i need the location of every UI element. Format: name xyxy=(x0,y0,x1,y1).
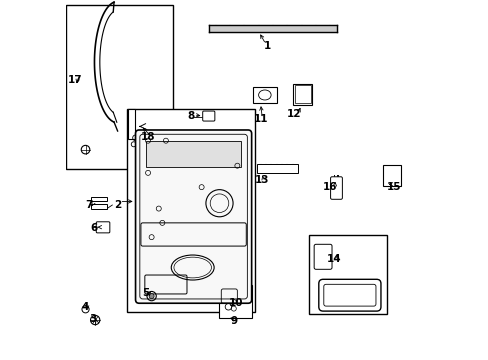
Text: 14: 14 xyxy=(326,253,341,264)
Bar xyxy=(146,141,241,167)
Text: 12: 12 xyxy=(286,109,301,119)
FancyBboxPatch shape xyxy=(135,130,251,303)
FancyBboxPatch shape xyxy=(382,165,400,186)
Text: 7: 7 xyxy=(85,200,93,210)
Text: 4: 4 xyxy=(81,302,89,312)
Bar xyxy=(219,285,251,318)
Bar xyxy=(66,5,173,169)
Text: 15: 15 xyxy=(386,182,401,192)
Bar xyxy=(292,84,312,105)
Text: 8: 8 xyxy=(187,111,194,121)
Text: 17: 17 xyxy=(67,75,82,85)
Text: 1: 1 xyxy=(264,41,271,51)
Text: 11: 11 xyxy=(253,114,267,124)
Bar xyxy=(91,204,107,208)
FancyBboxPatch shape xyxy=(203,111,214,121)
Text: 6: 6 xyxy=(91,223,98,233)
Text: 13: 13 xyxy=(255,175,269,185)
FancyBboxPatch shape xyxy=(96,222,110,233)
Bar xyxy=(253,87,276,103)
Text: 16: 16 xyxy=(322,182,337,192)
Text: 18: 18 xyxy=(141,132,155,142)
Bar xyxy=(308,235,386,314)
Circle shape xyxy=(149,294,154,298)
Text: 3: 3 xyxy=(89,314,96,324)
Text: 2: 2 xyxy=(114,200,121,210)
Bar xyxy=(91,197,107,202)
FancyBboxPatch shape xyxy=(330,177,342,199)
Text: 5: 5 xyxy=(142,288,150,297)
Bar xyxy=(294,85,310,103)
Bar xyxy=(257,164,298,173)
Text: 9: 9 xyxy=(230,316,237,326)
Bar xyxy=(126,109,255,312)
Text: 10: 10 xyxy=(228,298,243,308)
Bar xyxy=(128,109,135,139)
